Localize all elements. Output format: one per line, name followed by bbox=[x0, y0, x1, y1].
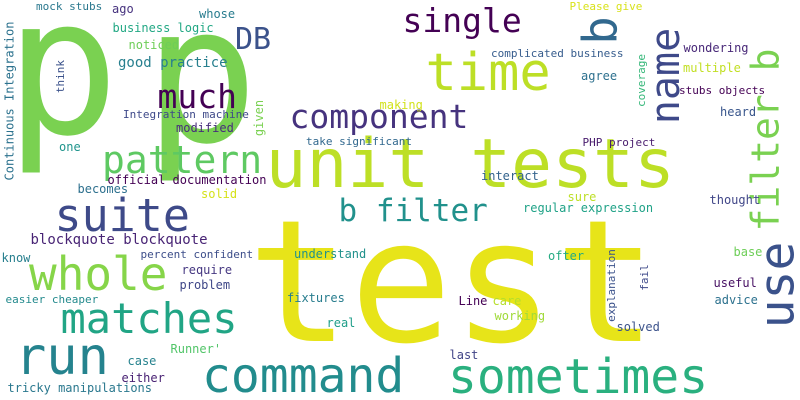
word-noticed: noticed bbox=[128, 38, 180, 52]
word-useful: useful bbox=[713, 276, 757, 290]
word-sure: sure bbox=[567, 190, 597, 204]
word-base: base bbox=[733, 245, 763, 259]
word-heard: heard bbox=[720, 105, 757, 119]
word-command: command bbox=[202, 348, 405, 400]
word-php-project: PHP project bbox=[582, 135, 656, 149]
word-b-filter: b filter bbox=[338, 192, 488, 229]
word-tricky-manipulations: tricky manipulations bbox=[7, 381, 153, 395]
word-wondering: wondering bbox=[683, 41, 749, 55]
word-b: b bbox=[573, 15, 629, 45]
word-either: either bbox=[121, 371, 165, 385]
word-p-right: p bbox=[144, 0, 259, 186]
word-suite: suite bbox=[54, 188, 190, 242]
word-care: care bbox=[492, 294, 522, 308]
word-case: case bbox=[127, 354, 157, 368]
word-component: component bbox=[289, 96, 469, 136]
word-whole: whole bbox=[29, 247, 168, 301]
word-continuous-integration: Continuous Integration bbox=[1, 21, 16, 181]
word-know: know bbox=[1, 251, 31, 265]
word-fail: fail bbox=[637, 263, 651, 291]
word-take-significant: take significant bbox=[306, 134, 412, 148]
word-explanation: explanation bbox=[604, 248, 618, 322]
word-interact: interact bbox=[481, 169, 539, 183]
word-easier-cheaper: easier cheaper bbox=[5, 292, 99, 306]
word-test: test bbox=[247, 184, 657, 382]
word-solved: solved bbox=[616, 320, 660, 334]
word-working: working bbox=[494, 309, 546, 323]
word-one: one bbox=[59, 140, 81, 154]
word-p-left: p bbox=[5, 0, 120, 178]
word-whose: whose bbox=[199, 7, 236, 21]
word-stubs-objects: stubs objects bbox=[679, 83, 766, 97]
word-good-practice: good practice bbox=[118, 55, 228, 71]
word-please-give: Please give bbox=[569, 0, 643, 13]
word-given: given bbox=[252, 99, 267, 137]
word-think: think bbox=[53, 59, 67, 93]
word-mock-stubs: mock stubs bbox=[36, 0, 103, 13]
word-name: name bbox=[643, 27, 690, 125]
word-unit-tests: unit tests bbox=[265, 125, 675, 204]
word-real: real bbox=[326, 316, 356, 330]
word-solid: solid bbox=[201, 187, 238, 201]
word-fixtures: fixtures bbox=[287, 291, 345, 305]
word-single: single bbox=[402, 0, 522, 40]
word-becomes: becomes bbox=[77, 182, 129, 196]
word-coverage: coverage bbox=[634, 53, 648, 107]
word-line: Line bbox=[458, 294, 488, 308]
word-understand: understand bbox=[294, 247, 367, 261]
word-complicated-business: complicated business bbox=[491, 46, 624, 60]
word-ago: ago bbox=[112, 2, 134, 16]
word-pattern: pattern bbox=[102, 138, 263, 182]
word-regular-expression: regular expression bbox=[523, 201, 654, 215]
word-making: making bbox=[379, 98, 423, 112]
word-time: time bbox=[425, 43, 551, 103]
word-business-logic: business logic bbox=[112, 21, 214, 35]
word-much: much bbox=[157, 76, 237, 116]
word-runner: Runner' bbox=[170, 342, 222, 356]
word-require: require bbox=[181, 263, 233, 277]
word-multiple: multiple bbox=[683, 61, 741, 75]
word-blockquote: blockquote blockquote bbox=[30, 232, 208, 248]
word-modified: modified bbox=[176, 121, 234, 135]
word-ofter: ofter bbox=[548, 249, 585, 263]
word-last: last bbox=[449, 348, 479, 362]
word-sometimes: sometimes bbox=[448, 349, 709, 400]
word-db: DB bbox=[235, 22, 272, 57]
word-problem: problem bbox=[179, 278, 231, 292]
word-run: run bbox=[15, 327, 109, 387]
word-official-documentation: official documentation bbox=[107, 173, 267, 187]
word-thought: thought bbox=[709, 193, 761, 207]
word-integration-machine: Integration machine bbox=[123, 107, 249, 121]
word-percent-confident: percent confident bbox=[140, 247, 254, 261]
word-agree: agree bbox=[581, 69, 618, 83]
word-advice: advice bbox=[714, 293, 758, 307]
word-matches: matches bbox=[60, 294, 238, 343]
